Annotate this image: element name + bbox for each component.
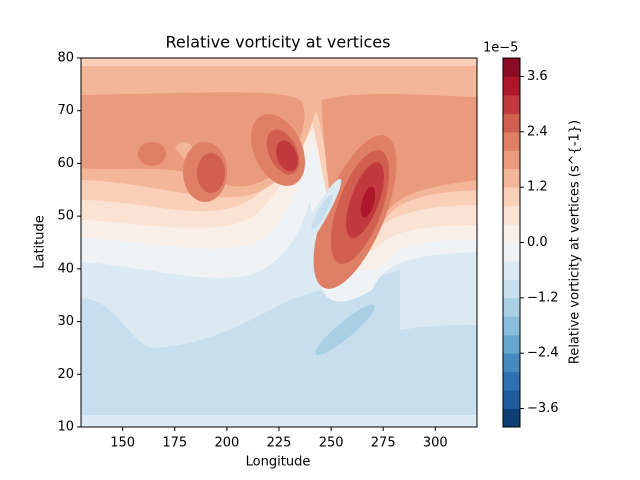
colorbar-segment — [503, 260, 520, 280]
colorbar-segment — [503, 205, 520, 225]
colorbar-segment — [503, 168, 520, 188]
colorbar-segment — [503, 316, 520, 336]
contour-region — [360, 186, 376, 218]
contour-region — [315, 304, 375, 356]
contour-field — [81, 58, 477, 427]
contour-region — [197, 153, 225, 193]
colorbar-segment — [503, 58, 520, 77]
colorbar-segment — [503, 224, 520, 243]
colorbar-segment — [503, 131, 520, 151]
y-tick-label: 70 — [57, 103, 74, 118]
contour-region — [276, 140, 298, 172]
contour-region — [175, 142, 192, 160]
colorbar-segment — [503, 408, 520, 428]
y-axis-label: Latitude — [33, 215, 48, 269]
colorbar-segment — [503, 353, 520, 373]
y-tick-label: 20 — [57, 367, 74, 382]
x-tick-label: 175 — [162, 436, 187, 451]
x-tick-label: 150 — [110, 436, 135, 451]
colorbar-segment — [503, 390, 520, 410]
colorbar-tick-label: 0.0 — [527, 235, 548, 250]
x-tick-label: 200 — [214, 436, 239, 451]
y-tick-label: 40 — [57, 261, 74, 276]
contour-region — [81, 92, 305, 187]
contour-region — [311, 194, 333, 230]
y-tick-label: 60 — [57, 156, 74, 171]
colorbar-segment — [503, 150, 520, 170]
colorbar-segment — [503, 94, 520, 114]
x-tick-label: 275 — [371, 436, 396, 451]
colorbar-tick-label: 2.4 — [527, 124, 548, 139]
colorbar-segment — [503, 297, 520, 317]
colorbar-segment — [503, 242, 520, 262]
x-tick-label: 300 — [423, 436, 448, 451]
x-tick-label: 225 — [267, 436, 292, 451]
colorbar-segment — [503, 113, 520, 133]
colorbar-segment — [503, 279, 520, 299]
colorbar-tick-label: −1.2 — [527, 290, 559, 305]
contour-region — [138, 142, 166, 166]
colorbar-segment — [503, 76, 520, 96]
y-tick-label: 30 — [57, 314, 74, 329]
colorbar-tick-label: 3.6 — [527, 69, 548, 84]
colorbar-offset: 1e−5 — [483, 41, 518, 56]
x-tick-label: 250 — [319, 436, 344, 451]
chart-title: Relative vorticity at vertices — [166, 33, 391, 52]
contour-region — [81, 415, 477, 427]
y-tick-label: 10 — [57, 420, 74, 435]
colorbar-tick-label: −3.6 — [527, 401, 559, 416]
colorbar-segment — [503, 371, 520, 391]
colorbar-segment — [503, 334, 520, 354]
colorbar-tick-label: −2.4 — [527, 346, 559, 361]
y-tick-label: 50 — [57, 209, 74, 224]
y-tick-label: 80 — [57, 51, 74, 66]
colorbar-label: Relative vorticity at vertices (s^{-1}) — [568, 120, 583, 364]
x-axis-label: Longitude — [246, 455, 311, 470]
colorbar-tick-label: 1.2 — [527, 180, 548, 195]
colorbar-segment — [503, 187, 520, 207]
